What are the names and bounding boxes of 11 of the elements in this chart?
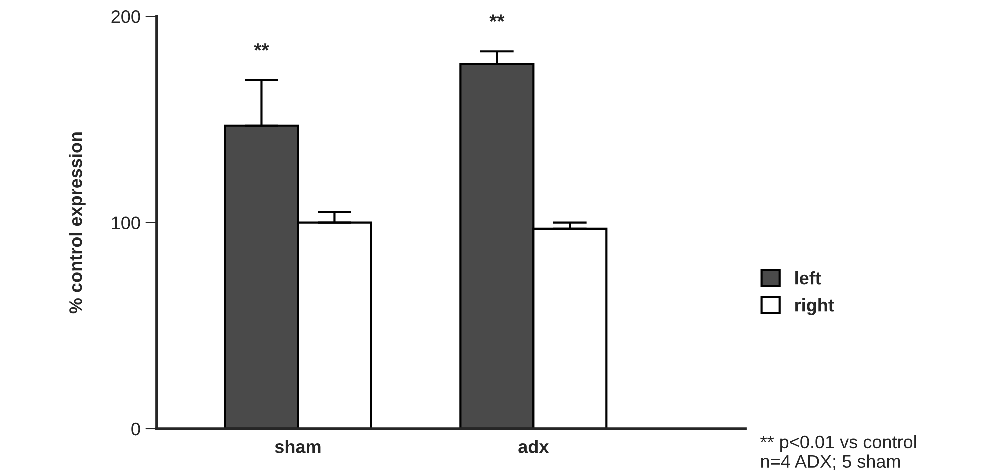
y-tick-label: 200 [112, 10, 140, 24]
legend-label: right [796, 298, 834, 316]
legend-label: left [796, 272, 822, 285]
annotation: ** [254, 44, 270, 51]
y-tick-label: 100 [112, 216, 140, 230]
text: ** p<0.01 vs control n=4 ADX; 5 sham [760, 435, 916, 470]
annotation: ** [490, 14, 505, 22]
x-tick-label: adx [518, 440, 550, 454]
y-axis-title: % control expression [69, 132, 86, 314]
x-tick-label: sham [275, 440, 321, 454]
y-tick-label: 0 [132, 422, 140, 436]
